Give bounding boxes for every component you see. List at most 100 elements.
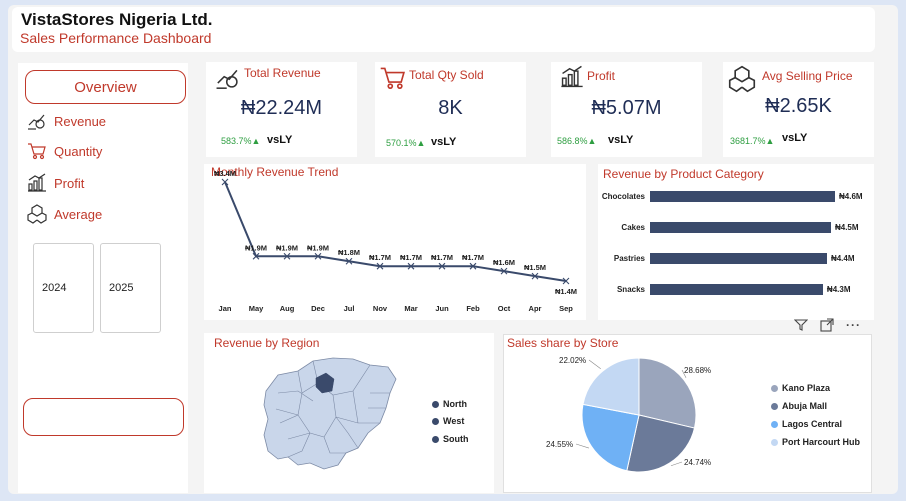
pie-legend-item[interactable]: Lagos Central — [771, 419, 842, 429]
bar-data-label: ₦4.3M — [826, 285, 851, 294]
kpi-change: 570.1%▲ — [386, 138, 426, 148]
pie-data-label: 24.55% — [546, 440, 573, 449]
line-data-label: ₦1.7M — [431, 253, 453, 262]
line-data-label: ₦1.5M — [524, 263, 546, 272]
focus-mode-icon[interactable] — [820, 318, 834, 332]
category-bar[interactable] — [650, 284, 823, 295]
legend-label: South — [443, 434, 469, 444]
line-point[interactable] — [221, 178, 229, 186]
line-point[interactable] — [376, 262, 384, 270]
header-panel: VistaStores Nigeria Ltd. Sales Performan… — [12, 7, 875, 52]
legend-label: Lagos Central — [782, 419, 843, 429]
filter-icon[interactable] — [794, 318, 808, 332]
bar-category-label: Cakes — [621, 223, 645, 232]
revenue-icon — [216, 69, 238, 89]
line-point[interactable] — [562, 277, 570, 285]
sidebar-item-label: Profit — [54, 175, 85, 191]
x-tick-label: Feb — [466, 304, 480, 313]
line-data-label: ₦1.8M — [338, 248, 360, 257]
pie-slice[interactable] — [626, 414, 696, 473]
sidebar-item-label: Revenue — [54, 113, 107, 129]
kpi-change: 586.8%▲ — [557, 136, 597, 146]
kpi-card-profit: Profit ₦5.07M 586.8%▲ vsLY — [551, 62, 702, 157]
pie-leader-line — [670, 461, 683, 467]
line-data-label: ₦1.4M — [555, 287, 577, 296]
kpi-card-total-revenue: Total Revenue ₦22.24M 583.7%▲ vsLY — [206, 62, 357, 157]
bar-data-label: ₦4.4M — [830, 254, 855, 263]
profit-icon — [561, 65, 583, 88]
legend-dot — [771, 420, 778, 428]
line-point[interactable] — [469, 262, 477, 270]
legend-dot — [771, 438, 778, 446]
line-data-label: ₦1.9M — [307, 243, 329, 252]
sidebar-item-quantity[interactable]: Quantity — [26, 141, 102, 161]
pie-slice[interactable] — [581, 403, 640, 472]
bar-category-label: Pastries — [613, 254, 645, 263]
legend-item-north[interactable]: North — [432, 399, 467, 409]
line-point[interactable] — [438, 262, 446, 270]
pie-data-label: 28.68% — [684, 366, 711, 375]
overview-button[interactable]: Overview — [25, 70, 186, 104]
monthly-revenue-panel: Monthly Revenue Trend ₦3.4M Jan ₦1.9M May ₦1… — [204, 164, 586, 320]
dashboard-subtitle: Sales Performance Dashboard — [20, 30, 212, 46]
line-point[interactable] — [252, 252, 260, 260]
category-bar[interactable] — [650, 222, 831, 233]
legend-dot — [432, 417, 439, 425]
pie-data-label: 24.74% — [684, 458, 711, 467]
category-bar[interactable] — [650, 253, 827, 264]
year-slicer-2025[interactable]: 2025 — [100, 243, 161, 333]
kpi-card-total-qty: Total Qty Sold 8K 570.1%▲ vsLY — [375, 62, 526, 157]
legend-label: North — [443, 399, 467, 409]
line-point[interactable] — [314, 252, 322, 260]
line-point[interactable] — [531, 272, 539, 280]
nigeria-map[interactable] — [258, 353, 403, 473]
line-data-label: ₦1.6M — [493, 258, 515, 267]
line-point[interactable] — [283, 252, 291, 260]
line-point[interactable] — [345, 257, 353, 265]
bar-data-label: ₦4.5M — [834, 223, 859, 232]
bar-category-label: Chocolates — [601, 192, 645, 201]
legend-item-south[interactable]: South — [432, 434, 469, 444]
sidebar-item-profit[interactable]: Profit — [26, 172, 84, 194]
kpi-value: 8K — [438, 97, 463, 119]
clear-filters-button[interactable] — [23, 398, 184, 436]
legend-label: West — [443, 416, 465, 426]
line-data-label: ₦1.9M — [245, 243, 267, 252]
line-data-label: ₦1.9M — [276, 243, 298, 252]
pie-slice[interactable] — [638, 357, 697, 429]
legend-label: Port Harcourt Hub — [782, 437, 861, 447]
pie-legend-item[interactable]: Kano Plaza — [771, 383, 830, 393]
legend-item-west[interactable]: West — [432, 416, 464, 426]
category-bar[interactable] — [650, 191, 835, 202]
legend-label: Abuja Mall — [782, 401, 828, 411]
pie-slice[interactable] — [582, 357, 640, 416]
sidebar-item-revenue[interactable]: Revenue — [26, 110, 106, 132]
line-point[interactable] — [407, 262, 415, 270]
kpi-value: ₦2.65K — [765, 95, 832, 117]
legend-dot — [432, 435, 439, 443]
more-options-icon[interactable]: ··· — [846, 318, 861, 332]
monthly-revenue-chart[interactable]: ₦3.4M Jan ₦1.9M May ₦1.9M Aug ₦1.9M Dec ₦1.8M Jul… — [204, 164, 586, 320]
x-tick-label: Dec — [311, 304, 325, 313]
pie-leader-line — [681, 369, 687, 378]
sidebar-item-average[interactable]: Average — [26, 203, 102, 225]
line-point[interactable] — [500, 267, 508, 275]
year-slicer-2024[interactable]: 2024 — [33, 243, 94, 333]
sidebar: Overview Revenue Quantity Profit Average… — [18, 63, 188, 493]
bar-data-label: ₦4.6M — [839, 192, 863, 201]
region-revenue-panel: Revenue by Region North West South — [204, 333, 494, 493]
kpi-vs-label: vsLY — [267, 134, 293, 146]
line-data-label: ₦1.7M — [400, 253, 422, 262]
x-tick-label: Sep — [559, 304, 573, 313]
north-region-highlight — [315, 372, 335, 394]
x-tick-label: Oct — [498, 304, 511, 313]
line-data-label: ₦1.7M — [462, 253, 484, 262]
kpi-card-avg-price: Avg Selling Price ₦2.65K 3681.7%▲ vsLY — [723, 62, 874, 157]
boxes-icon — [27, 204, 47, 224]
legend-dot — [771, 384, 778, 392]
pie-legend-item[interactable]: Abuja Mall — [771, 401, 827, 411]
x-tick-label: Nov — [373, 304, 388, 313]
kpi-vs-label: vsLY — [782, 132, 808, 144]
pie-legend-item[interactable]: Port Harcourt Hub — [771, 437, 860, 447]
x-tick-label: Jul — [344, 304, 355, 313]
